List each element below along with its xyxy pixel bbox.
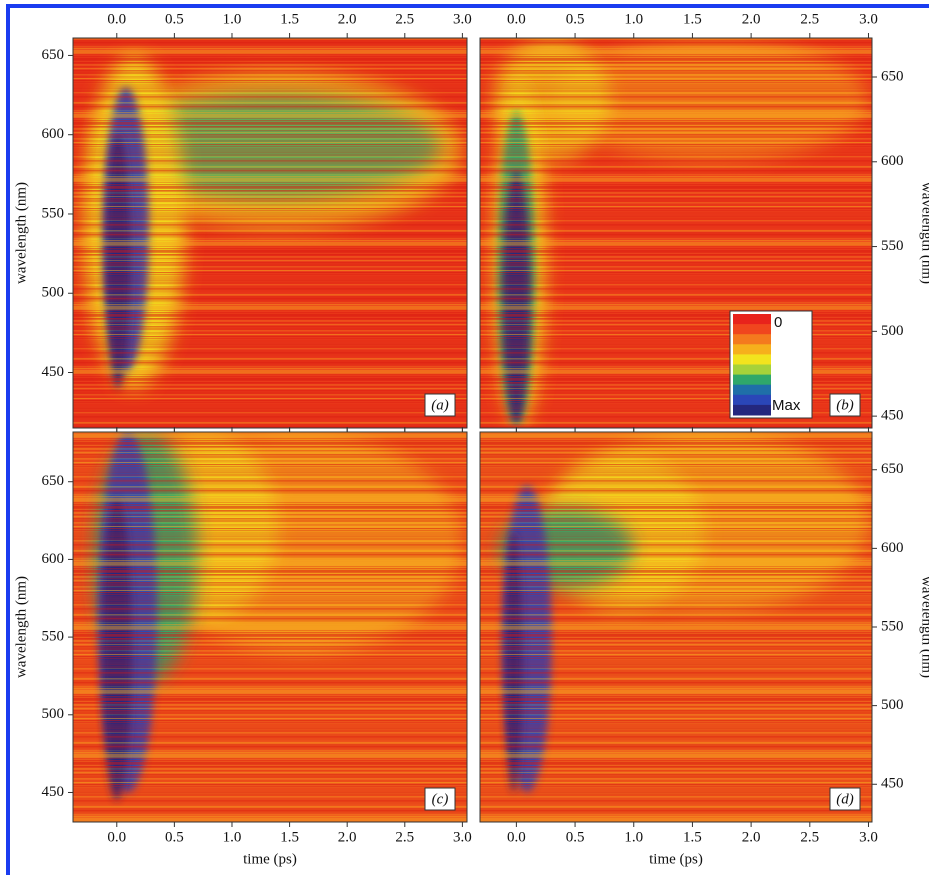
y-tick-label: 450 [42,364,65,380]
colorbar-swatch [733,374,771,386]
y-tick-label: 500 [881,697,904,713]
colorbar-swatch [733,354,771,365]
x-tick-label: 3.0 [859,829,878,845]
panel-label-box [424,393,456,417]
y-tick-label: 500 [42,285,65,301]
heatmap-texture [73,432,467,822]
panel-label: (a) [431,397,449,413]
y-axis-label: wavelength (nm) [13,576,29,678]
colorbar-swatch [733,404,771,416]
x-tick-label: 3.0 [453,829,472,845]
x-tick-label: 1.5 [280,11,299,27]
panel-label-box [829,393,861,417]
y-tick-label: 650 [42,47,65,63]
panel-label-box [424,787,456,811]
x-tick-label: 2.0 [742,11,761,27]
x-tick-label: 1.0 [223,11,242,27]
y-tick-label: 600 [881,540,904,556]
x-tick-label: 0.5 [566,829,585,845]
y-tick-label: 650 [42,473,65,489]
panel-label-box [829,787,861,811]
y-tick-label: 550 [881,618,904,634]
y-tick-label: 500 [881,323,904,339]
heatmap-texture [480,38,872,428]
heatmap [73,432,467,822]
x-tick-label: 2.0 [338,11,357,27]
heatmap [480,38,872,428]
frame-left [6,4,10,875]
x-tick-label: 2.5 [800,11,819,27]
x-tick-label: 2.0 [338,829,357,845]
plot-frame [479,37,873,429]
colorbar-min-label: 0 [774,314,782,331]
heatmap-texture [73,38,467,428]
x-tick-label: 1.5 [683,829,702,845]
panel-label: (d) [836,791,854,807]
colorbar-swatch [733,364,771,376]
colorbar-swatch [733,394,771,406]
y-axis-label: wavelength (nm) [919,576,929,678]
x-tick-label: 3.0 [453,11,472,27]
x-tick-label: 0.0 [107,829,126,845]
x-tick-label: 1.0 [624,829,643,845]
y-tick-label: 650 [881,461,904,477]
x-axis-label: time (ps) [243,851,297,867]
x-tick-label: 0.0 [507,11,526,27]
x-tick-label: 2.5 [395,829,414,845]
frame-top [10,4,929,8]
plot-frame [72,431,468,823]
x-tick-label: 1.0 [223,829,242,845]
panel: 0.0 0.5 1.0 1.5 2.0 2.5 3.0 450 500 550 600 650 wave… [13,427,472,867]
panel-label: (c) [432,791,449,807]
panel: 0.0 0.5 1.0 1.5 2.0 2.5 3.0 450 500 550 600 650 wave… [479,11,929,433]
y-tick-label: 600 [881,153,904,169]
x-tick-label: 0.0 [107,11,126,27]
y-tick-label: 550 [42,205,65,221]
x-tick-label: 0.5 [566,11,585,27]
x-tick-label: 1.5 [280,829,299,845]
y-tick-label: 450 [881,408,904,424]
y-tick-label: 600 [42,551,65,567]
x-tick-label: 2.5 [800,829,819,845]
x-tick-label: 0.0 [507,829,526,845]
y-tick-label: 550 [881,238,904,254]
x-tick-label: 0.5 [165,829,184,845]
plot-frame [72,37,468,429]
x-tick-label: 3.0 [859,11,878,27]
panel: 0.0 0.5 1.0 1.5 2.0 2.5 3.0 450 500 550 600 650 wave… [479,427,929,867]
colorbar-max-label: Max [772,397,801,414]
y-tick-label: 450 [42,784,65,800]
panel-label: (b) [836,397,854,413]
colorbar-swatch [733,344,771,355]
y-axis-label: wavelength (nm) [13,182,29,284]
y-tick-label: 500 [42,706,65,722]
x-tick-label: 1.0 [624,11,643,27]
y-tick-label: 550 [42,629,65,645]
y-tick-label: 650 [881,68,904,84]
colorbar-swatch [733,334,771,345]
x-tick-label: 2.0 [742,829,761,845]
y-tick-label: 600 [42,126,65,142]
y-axis-label: wavelength (nm) [919,182,929,284]
panel: 0.0 0.5 1.0 1.5 2.0 2.5 3.0 450 500 550 600 650 wave… [13,11,472,433]
heatmap-texture [480,432,872,822]
colorbar-swatch [733,324,771,335]
y-tick-label: 450 [881,776,904,792]
heatmap [480,432,872,822]
x-tick-label: 2.5 [395,11,414,27]
x-tick-label: 1.5 [683,11,702,27]
x-axis-label: time (ps) [649,851,703,867]
colorbar-swatch [733,384,771,396]
heatmap [73,38,467,428]
colorbar-swatch [733,314,771,325]
x-tick-label: 0.5 [165,11,184,27]
